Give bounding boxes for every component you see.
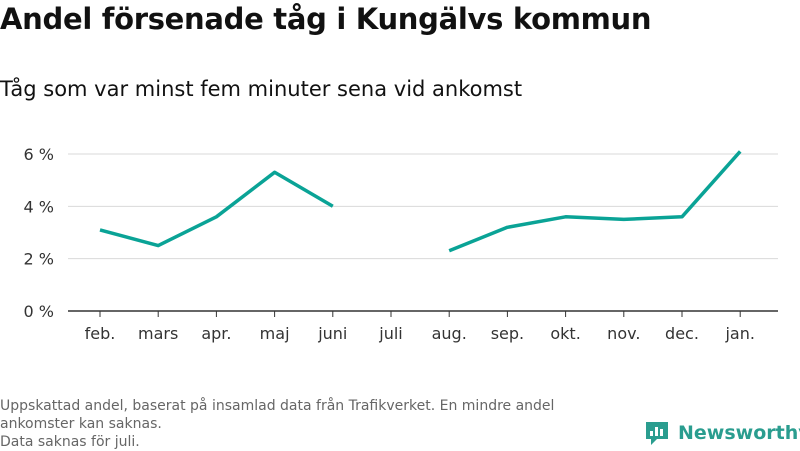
brand: Newsworthy xyxy=(644,420,800,446)
x-tick-label: nov. xyxy=(607,324,640,343)
x-tick-label: feb. xyxy=(85,324,116,343)
y-axis-tick-labels: 0 % 2 % 4 % 6 % xyxy=(24,145,54,321)
series-line xyxy=(99,150,742,253)
x-tick-label: okt. xyxy=(550,324,580,343)
footnote-line-missing: Data saknas för juli. xyxy=(0,434,140,450)
x-tick-label: apr. xyxy=(201,324,231,343)
x-axis-ticks: feb. mars apr. maj juni juli aug. sep. okt. nov. d… xyxy=(85,311,755,343)
series-line-segment xyxy=(448,150,742,253)
footnote: Uppskattad andel, baserat på insamlad da… xyxy=(0,397,630,451)
grid-lines xyxy=(68,153,778,312)
x-tick-label: aug. xyxy=(432,324,467,343)
x-tick-label: juni xyxy=(317,324,347,343)
footnote-line-source: Uppskattad andel, baserat på insamlad da… xyxy=(0,398,555,432)
x-tick-label: jan. xyxy=(724,324,754,343)
x-tick-label: juli xyxy=(378,324,402,343)
y-tick-label: 0 % xyxy=(24,302,54,321)
y-tick-label: 2 % xyxy=(24,250,54,269)
x-tick-label: maj xyxy=(260,324,290,343)
x-tick-label: sep. xyxy=(491,324,524,343)
bar-chart-logo-icon xyxy=(646,422,668,445)
y-tick-label: 4 % xyxy=(24,197,54,216)
series-line-segment xyxy=(99,170,334,248)
chart-title: Andel försenade tåg i Kungälvs kommun xyxy=(0,2,652,36)
brand-name: Newsworthy xyxy=(678,422,800,444)
y-tick-label: 6 % xyxy=(24,145,54,164)
x-tick-label: mars xyxy=(138,324,178,343)
chart-subtitle: Tåg som var minst fem minuter sena vid a… xyxy=(0,77,523,101)
x-tick-label: dec. xyxy=(665,324,699,343)
